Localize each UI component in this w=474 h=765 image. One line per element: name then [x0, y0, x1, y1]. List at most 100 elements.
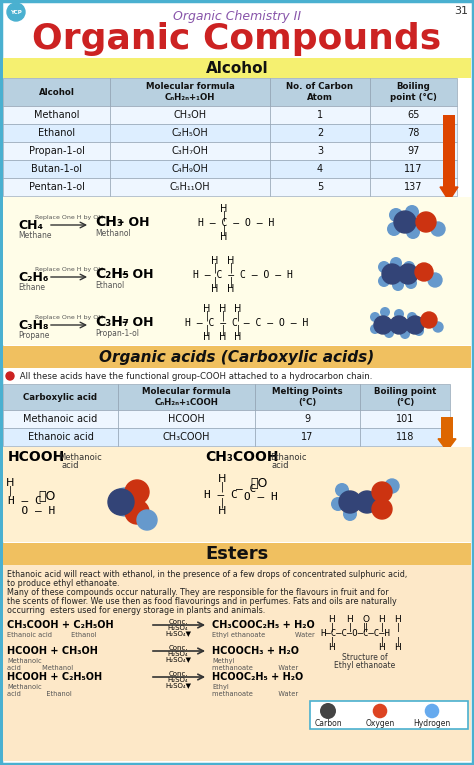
Circle shape: [424, 703, 440, 719]
FancyBboxPatch shape: [3, 58, 471, 78]
FancyBboxPatch shape: [110, 142, 270, 160]
Text: Molecular formula
CₙH₂ₙ+₁OH: Molecular formula CₙH₂ₙ+₁OH: [146, 83, 234, 102]
Text: Ethyl ethanoate: Ethyl ethanoate: [334, 660, 396, 669]
Text: – OH: – OH: [118, 216, 149, 229]
Text: |: |: [222, 210, 226, 221]
FancyBboxPatch shape: [370, 142, 457, 160]
Circle shape: [406, 316, 424, 334]
Circle shape: [406, 225, 420, 239]
Circle shape: [431, 222, 445, 236]
Text: H: H: [328, 616, 336, 624]
Text: 31: 31: [454, 6, 468, 16]
Circle shape: [378, 261, 390, 273]
FancyBboxPatch shape: [255, 384, 360, 410]
Text: Conc.: Conc.: [168, 619, 188, 625]
Text: Replace One H by OH: Replace One H by OH: [35, 215, 103, 220]
Text: 118: 118: [396, 432, 414, 442]
Circle shape: [433, 322, 443, 332]
Circle shape: [374, 316, 392, 334]
Text: CH₃COOH: CH₃COOH: [163, 432, 210, 442]
Text: acid: acid: [62, 461, 80, 470]
Text: H: H: [6, 478, 14, 488]
Text: Hydrogen: Hydrogen: [413, 718, 451, 728]
Text: 2: 2: [317, 128, 323, 138]
Text: All these acids have the functional group-COOH attached to a hydrocarbon chain.: All these acids have the functional grou…: [17, 372, 373, 380]
Text: H: H: [218, 506, 226, 516]
Text: H – C – C – O – H: H – C – C – O – H: [193, 270, 293, 280]
Text: ||: ||: [363, 623, 369, 631]
Text: H: H: [228, 284, 235, 294]
Text: |: |: [396, 636, 400, 646]
Text: Oxygen: Oxygen: [365, 718, 395, 728]
Text: 3: 3: [317, 146, 323, 156]
Text: H: H: [234, 332, 242, 342]
Text: |: |: [348, 623, 352, 631]
Text: HCOOH + C₂H₅OH: HCOOH + C₂H₅OH: [7, 672, 102, 682]
Circle shape: [405, 277, 417, 289]
Text: H₂SO₄▼: H₂SO₄▼: [165, 656, 191, 662]
FancyBboxPatch shape: [3, 178, 110, 196]
Circle shape: [372, 499, 392, 519]
Text: 137: 137: [404, 182, 423, 192]
Circle shape: [394, 309, 404, 319]
Text: Butan-1-ol: Butan-1-ol: [31, 164, 82, 174]
Text: 9: 9: [304, 414, 310, 424]
Text: Methanol: Methanol: [34, 110, 79, 120]
Circle shape: [390, 257, 402, 269]
FancyBboxPatch shape: [360, 428, 450, 446]
FancyBboxPatch shape: [3, 447, 471, 542]
Text: O – H: O – H: [8, 506, 55, 516]
Text: H₂SO₄▼: H₂SO₄▼: [165, 630, 191, 636]
Circle shape: [378, 275, 390, 287]
Text: H: H: [218, 474, 226, 484]
Text: – OH: – OH: [122, 315, 154, 328]
Text: Methanol: Methanol: [95, 229, 131, 237]
Text: Ethane: Ethane: [18, 282, 45, 291]
Text: Organic Chemistry II: Organic Chemistry II: [173, 10, 301, 23]
Text: H₂SO₄▼: H₂SO₄▼: [165, 682, 191, 688]
Text: H: H: [346, 616, 354, 624]
Text: |: |: [205, 325, 209, 335]
Circle shape: [137, 510, 157, 530]
Text: |: |: [381, 636, 383, 646]
Text: CH₃COOH: CH₃COOH: [205, 450, 279, 464]
Circle shape: [7, 3, 25, 21]
FancyBboxPatch shape: [370, 78, 457, 106]
FancyBboxPatch shape: [370, 160, 457, 178]
Circle shape: [392, 279, 404, 291]
Text: the scents of flower. We use then as food flavourings and in perfumes. Fats and : the scents of flower. We use then as foo…: [7, 597, 397, 606]
Circle shape: [428, 273, 442, 287]
FancyBboxPatch shape: [270, 142, 370, 160]
Text: – C: – C: [236, 484, 256, 494]
Circle shape: [415, 263, 433, 281]
Text: Ethyl ethanoate              Water: Ethyl ethanoate Water: [212, 632, 315, 638]
Text: Ethanoic acid: Ethanoic acid: [27, 432, 93, 442]
Circle shape: [372, 703, 388, 719]
Circle shape: [125, 500, 149, 524]
Text: CH₃COOC₂H₅ + H₂O: CH₃COOC₂H₅ + H₂O: [212, 620, 315, 630]
Text: |: |: [221, 325, 225, 335]
Circle shape: [414, 326, 424, 336]
Text: H: H: [203, 332, 210, 342]
FancyBboxPatch shape: [270, 178, 370, 196]
Text: |: |: [213, 262, 217, 273]
Text: O: O: [363, 616, 370, 624]
Text: Boiling point
(°C): Boiling point (°C): [374, 387, 436, 407]
Text: |: |: [220, 498, 224, 508]
Text: |: |: [229, 262, 233, 273]
Text: C₅H₁₁OH: C₅H₁₁OH: [170, 182, 210, 192]
Text: C₃H₇OH: C₃H₇OH: [172, 146, 209, 156]
Text: H: H: [211, 284, 219, 294]
Text: ˸O: ˸O: [38, 490, 55, 503]
Circle shape: [387, 222, 401, 236]
Text: Ethyl
methanoate            Water: Ethyl methanoate Water: [212, 684, 298, 697]
FancyBboxPatch shape: [3, 78, 110, 106]
Text: C₂H₅: C₂H₅: [95, 267, 129, 281]
Text: 97: 97: [407, 146, 419, 156]
Text: Boiling
point (°C): Boiling point (°C): [390, 83, 437, 102]
Text: 65: 65: [407, 110, 419, 120]
FancyBboxPatch shape: [3, 160, 110, 178]
Text: No. of Carbon
Atom: No. of Carbon Atom: [286, 83, 354, 102]
Text: Propan-1-ol: Propan-1-ol: [95, 328, 139, 337]
Circle shape: [405, 205, 419, 219]
